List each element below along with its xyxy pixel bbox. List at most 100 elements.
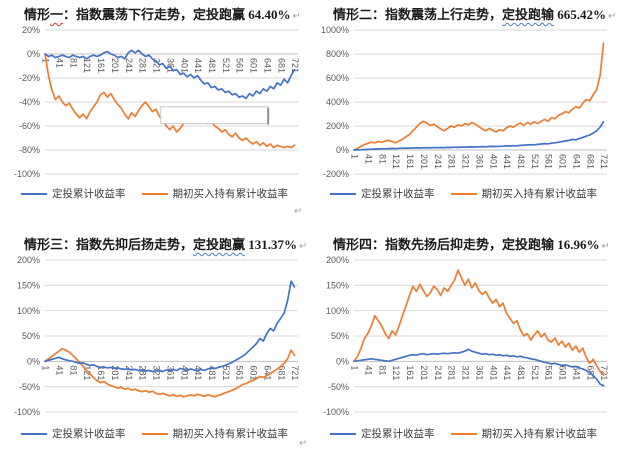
x-axis-tick-label: 241	[433, 154, 443, 169]
x-axis-tick-label: 441	[193, 365, 203, 380]
x-axis-tick-label: 281	[447, 365, 457, 380]
x-axis-tick-label: 601	[558, 154, 568, 169]
y-axis-tick-label: -80%	[19, 145, 40, 155]
y-axis-tick-label: 20%	[22, 25, 40, 35]
y-axis-tick-label: -100%	[323, 407, 349, 417]
chart-cell-scenario-3: 情形三：指数先抑后扬走势，定投跑赢 131.37% ↵ 200% 150% 100% 5…	[0, 230, 309, 460]
x-axis-tick-label: 321	[152, 58, 162, 73]
y-axis-tick-label: 150%	[326, 281, 349, 291]
legend-swatch-buyhold	[450, 432, 477, 435]
x-axis-tick-label: 641	[262, 365, 272, 380]
dca-series-line	[353, 348, 605, 387]
y-axis-tick-label: 0%	[336, 145, 349, 155]
x-axis-tick-label: 201	[419, 154, 429, 169]
y-axis-tick-label: -50%	[328, 382, 349, 392]
y-axis-tick-label: 200%	[17, 255, 40, 265]
paragraph-return-mark: ↵	[292, 11, 301, 22]
x-axis-tick-label: 1	[41, 365, 51, 370]
x-axis-tick-label: 201	[110, 58, 120, 73]
x-axis-tick-label: 161	[405, 154, 415, 169]
chart-cell-scenario-2: 情形二：指数震荡上行走势，定投跑输 665.42% ↵ 1000% 800% 600%…	[309, 0, 618, 230]
x-axis-tick-label: 41	[363, 154, 373, 164]
x-axis-tick-label: 121	[82, 58, 92, 73]
x-axis-tick-label: 361	[474, 365, 484, 380]
x-axis-tick-label: 241	[433, 365, 443, 380]
legend-swatch-buyhold	[141, 192, 168, 195]
x-axis-tick-label: 721	[599, 365, 609, 380]
x-axis-tick-label: 1	[350, 365, 360, 370]
x-axis-tick-label: 441	[502, 365, 512, 380]
title-segment: 665.42%	[554, 7, 607, 22]
chart-title-text: 情形一：指数震荡下行走势，定投跑赢 64.40%	[24, 7, 291, 22]
x-axis-tick-label: 401	[179, 58, 189, 73]
x-axis-tick-label: 481	[516, 154, 526, 169]
y-axis-tick-label: 200%	[326, 121, 349, 131]
legend-label-buyhold: 期初买入持有累计收益率	[481, 428, 598, 440]
x-axis-tick-label: 521	[221, 365, 231, 380]
x-axis-tick-label: 441	[193, 58, 203, 73]
y-axis-tick-label: 100%	[326, 306, 349, 316]
x-axis-tick-label: 241	[124, 365, 134, 380]
legend-label-dca: 定投累计收益率	[361, 428, 435, 440]
x-axis-tick-label: 361	[474, 154, 484, 169]
x-axis-tick-label: 721	[290, 58, 300, 73]
title-segment: 情形	[24, 7, 51, 22]
title-segment: ：指数震荡下行走势，定投跑赢	[63, 7, 249, 22]
y-axis-tick-label: -50%	[19, 382, 40, 392]
x-axis-tick-label: 161	[96, 365, 106, 380]
x-axis-tick-label: 681	[276, 365, 286, 380]
title-segment: 16.96%	[557, 237, 600, 252]
title-segment: 情形三：指数先抑后扬走势，	[24, 237, 194, 252]
y-axis-tick-label: 0%	[27, 49, 40, 59]
chart-legend: 定投累计收益率 期初买入持有累计收益率	[309, 186, 618, 201]
y-axis-tick-label: -40%	[19, 97, 40, 107]
buyhold-series-line	[353, 42, 605, 151]
legend-label-dca: 定投累计收益率	[52, 188, 126, 200]
y-axis-tick-label: 100%	[17, 306, 40, 316]
x-axis-tick-label: 481	[516, 365, 526, 380]
dca-series-line	[44, 280, 296, 373]
x-axis-tick-label: 121	[391, 154, 401, 169]
x-axis-tick-label: 641	[571, 365, 581, 380]
chart-legend: 定投累计收益率 期初买入持有累计收益率	[0, 426, 309, 441]
x-axis-tick-label: 161	[96, 58, 106, 73]
title-segment: 一	[50, 7, 64, 22]
x-axis-tick-label: 561	[235, 58, 245, 73]
x-axis-tick-label: 401	[179, 365, 189, 380]
chart-legend: 定投累计收益率 期初买入持有累计收益率	[309, 426, 618, 441]
x-axis-tick-label: 321	[152, 365, 162, 380]
x-axis-tick-label: 481	[207, 58, 217, 73]
title-segment: 定投跑赢	[193, 237, 246, 252]
legend-label-dca: 定投累计收益率	[52, 428, 126, 440]
annotation-box	[160, 106, 269, 125]
buyhold-series-line	[44, 53, 296, 149]
y-axis-tick-label: 50%	[331, 331, 349, 341]
title-segment: 64.40%	[248, 7, 291, 22]
x-axis-tick-label: 81	[377, 365, 387, 375]
chart-cell-scenario-4: 情形四：指数先扬后抑走势，定投跑输 16.96% ↵ 200% 150% 100% 50…	[309, 230, 618, 460]
y-axis-tick-label: -60%	[19, 121, 40, 131]
x-axis-tick-label: 81	[68, 58, 78, 68]
x-axis-tick-label: 401	[488, 365, 498, 380]
y-axis-tick-label: 0%	[27, 357, 40, 367]
y-axis-tick-label: -100%	[14, 407, 40, 417]
dca-series-line	[44, 49, 296, 100]
x-axis-tick-label: 281	[138, 365, 148, 380]
y-axis-tick-label: 400%	[326, 97, 349, 107]
x-axis-tick-label: 521	[530, 154, 540, 169]
chart-legend: 定投累计收益率 期初买入持有累计收益率	[0, 186, 309, 201]
x-axis-tick-label: 241	[124, 58, 134, 73]
y-axis-tick-label: 800%	[326, 49, 349, 59]
paragraph-return-mark: ↵	[299, 438, 308, 449]
x-axis-tick-label: 321	[461, 365, 471, 380]
chart-title-scenario-4: 情形四：指数先扬后抑走势，定投跑输 16.96% ↵	[309, 230, 618, 254]
x-axis-tick-label: 441	[502, 154, 512, 169]
legend-label-buyhold: 期初买入持有累计收益率	[481, 188, 598, 200]
y-axis-tick-label: 1000%	[321, 25, 349, 35]
x-axis-tick-label: 121	[391, 365, 401, 380]
title-segment: 情形四：指数先扬后抑走势，定投跑输	[333, 237, 558, 252]
y-axis-tick-label: -20%	[19, 73, 40, 83]
x-axis-tick-label: 321	[461, 154, 471, 169]
